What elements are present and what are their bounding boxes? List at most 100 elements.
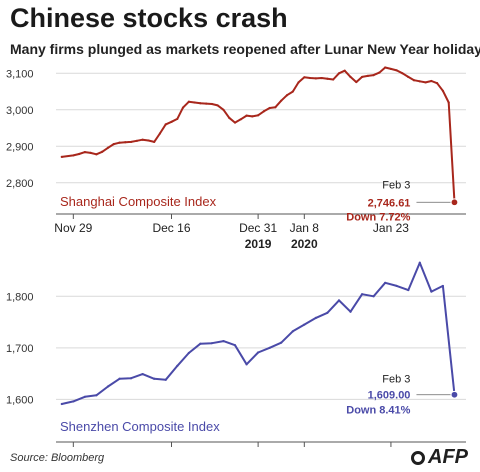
data-point xyxy=(153,377,156,380)
data-point xyxy=(262,110,265,113)
y-tick-label: 3,100 xyxy=(6,68,34,80)
data-point xyxy=(89,151,92,154)
data-point xyxy=(129,377,133,380)
data-point xyxy=(395,69,398,72)
data-point xyxy=(245,363,248,366)
data-point xyxy=(141,138,144,141)
data-point xyxy=(83,151,86,154)
data-point xyxy=(395,284,398,288)
data-point xyxy=(257,114,260,117)
data-point xyxy=(210,342,214,345)
data-point xyxy=(343,69,346,72)
data-point xyxy=(199,102,202,105)
x-year-label: 2019 xyxy=(245,237,272,251)
data-point xyxy=(170,120,173,123)
data-point xyxy=(384,281,387,284)
data-point xyxy=(366,74,369,77)
data-point xyxy=(418,261,421,264)
data-point xyxy=(193,101,196,104)
data-point xyxy=(147,139,150,142)
data-point xyxy=(274,106,277,109)
data-point xyxy=(303,76,306,79)
data-point xyxy=(176,364,179,367)
end-point-marker xyxy=(450,390,459,399)
y-tick-label: 1,700 xyxy=(6,343,34,355)
data-point xyxy=(106,385,110,388)
data-point xyxy=(118,141,121,144)
end-label-value: 2,746.61 xyxy=(368,197,411,209)
data-point xyxy=(447,101,450,104)
data-point xyxy=(349,75,352,79)
source-note: Source: Bloomberg xyxy=(10,452,105,464)
data-point xyxy=(118,377,121,380)
data-point xyxy=(424,81,427,84)
afp-logo-text: AFP xyxy=(428,446,468,468)
data-point xyxy=(101,150,104,153)
data-point xyxy=(181,106,185,109)
data-point xyxy=(441,284,445,288)
data-point xyxy=(285,94,289,97)
x-year-label: 2020 xyxy=(291,237,318,251)
data-point xyxy=(210,102,214,106)
x-tick-label: Dec 31 xyxy=(239,221,277,235)
data-point xyxy=(233,344,237,347)
data-point xyxy=(326,77,329,80)
y-tick-label: 2,800 xyxy=(6,178,34,190)
chart-subtitle: Many firms plunged as markets reopened a… xyxy=(10,41,480,57)
data-point xyxy=(222,108,225,111)
data-point xyxy=(337,72,341,75)
data-point xyxy=(239,118,242,121)
end-label-change: Down 7.72% xyxy=(346,211,410,223)
data-point xyxy=(77,152,81,156)
data-point xyxy=(308,76,312,80)
data-point xyxy=(95,394,98,397)
y-tick-label: 3,000 xyxy=(6,105,34,117)
data-point xyxy=(176,117,179,121)
data-point xyxy=(384,66,387,69)
end-label-date: Feb 3 xyxy=(382,179,410,191)
data-point xyxy=(245,114,248,117)
data-point xyxy=(268,106,271,110)
data-point xyxy=(95,153,98,156)
y-tick-label: 1,600 xyxy=(6,394,34,406)
series-name-label: Shenzhen Composite Index xyxy=(60,419,220,434)
data-point xyxy=(430,79,433,83)
data-point xyxy=(112,143,115,146)
x-tick-label: Nov 29 xyxy=(54,221,92,235)
data-point xyxy=(280,341,283,344)
data-point xyxy=(228,116,231,119)
data-point xyxy=(124,141,127,144)
data-point xyxy=(407,75,410,79)
data-point xyxy=(360,293,364,296)
data-point xyxy=(441,89,445,92)
y-tick-label: 2,900 xyxy=(6,141,34,153)
data-point xyxy=(314,316,317,320)
data-point xyxy=(233,121,237,124)
data-point xyxy=(291,90,294,93)
data-point xyxy=(372,295,375,298)
data-point xyxy=(135,139,138,142)
data-point xyxy=(199,342,202,345)
data-point xyxy=(164,378,167,381)
data-point xyxy=(251,115,254,118)
data-point xyxy=(378,71,381,74)
afp-ring-icon xyxy=(411,451,425,465)
data-point xyxy=(326,311,329,314)
data-point xyxy=(106,146,110,149)
data-point xyxy=(216,104,219,107)
data-point xyxy=(303,323,306,326)
data-point xyxy=(268,346,271,349)
data-point xyxy=(418,80,421,83)
data-point xyxy=(291,330,294,333)
data-point xyxy=(164,123,167,126)
data-point xyxy=(60,402,63,406)
data-point xyxy=(360,75,364,79)
end-label-date: Feb 3 xyxy=(382,374,410,386)
chart-title: Chinese stocks crash xyxy=(10,3,288,33)
data-point xyxy=(187,100,190,103)
data-point xyxy=(297,81,300,84)
end-label-value: 1,609.00 xyxy=(368,390,411,402)
data-point xyxy=(83,395,86,398)
data-point xyxy=(72,400,75,403)
data-point xyxy=(407,288,410,292)
